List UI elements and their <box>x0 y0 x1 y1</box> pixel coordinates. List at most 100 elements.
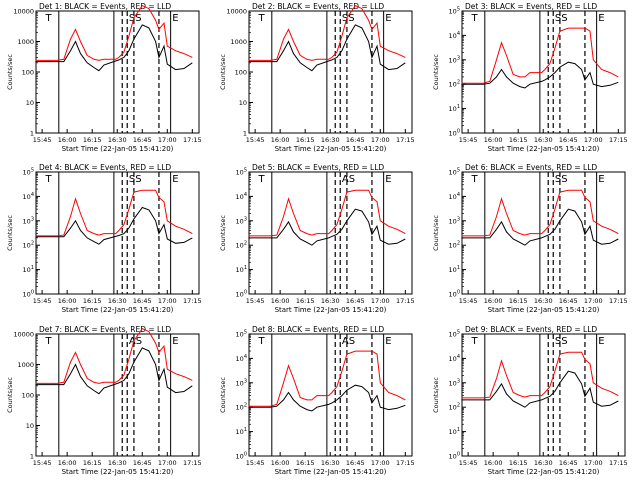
y-tick-exponent: 0 <box>457 129 460 135</box>
x-tick-label: 16:45 <box>346 459 365 467</box>
y-tick-exponent: 2 <box>244 403 247 409</box>
x-axis-label: Start Time (22-Jan-05 15:41:20) <box>488 145 600 153</box>
x-tick-label: 17:00 <box>584 297 603 305</box>
interval-annotation: E <box>598 13 604 24</box>
y-axis-label: Counts/sec <box>6 377 14 413</box>
y-tick-exponent: 5 <box>457 330 460 336</box>
interval-annotation: T <box>257 174 265 185</box>
x-tick-label: 16:45 <box>133 459 152 467</box>
x-tick-label: 15:45 <box>33 297 52 305</box>
y-axis-label: Counts/sec <box>6 215 14 251</box>
y-tick-label: 105 <box>449 330 460 339</box>
y-tick-label: 102 <box>23 241 34 250</box>
y-axis-label: Counts/sec <box>219 215 227 251</box>
x-axis-label: Start Time (22-Jan-05 15:41:20) <box>62 145 174 153</box>
x-tick-label: 16:15 <box>296 136 315 144</box>
y-tick-label: 1 <box>30 453 34 461</box>
events-series-line <box>461 61 619 89</box>
y-tick-label: 105 <box>236 330 247 339</box>
lld-series-line <box>35 189 193 237</box>
y-tick-label: 1000 <box>17 38 34 46</box>
y-tick-label: 10000 <box>13 331 34 339</box>
y-tick-label: 10 <box>239 99 247 107</box>
panel-title: Det 3: BLACK = Events, RED = LLD <box>465 2 597 11</box>
x-tick-label: 16:00 <box>271 459 290 467</box>
x-tick-label: 16:45 <box>346 136 365 144</box>
x-tick-label: 17:15 <box>609 297 628 305</box>
plot-frame <box>461 171 626 295</box>
y-tick-label: 103 <box>23 216 34 225</box>
x-tick-label: 16:15 <box>83 136 102 144</box>
x-tick-label: 16:00 <box>58 297 77 305</box>
y-tick-label: 100 <box>23 290 34 299</box>
x-tick-label: 17:00 <box>371 136 390 144</box>
interval-annotation: E <box>385 13 391 24</box>
y-tick-exponent: 4 <box>244 192 247 198</box>
panel-title: Det 8: BLACK = Events, RED = LLD <box>252 325 384 334</box>
x-tick-label: 15:45 <box>246 136 265 144</box>
x-tick-label: 17:15 <box>183 297 202 305</box>
events-series-line <box>35 24 193 72</box>
interval-annotation: SS <box>129 13 142 24</box>
interval-annotation: E <box>385 174 391 185</box>
interval-annotation: E <box>598 174 604 185</box>
y-tick-label: 1000 <box>17 361 34 369</box>
panel-title: Det 2: BLACK = Events, RED = LLD <box>252 2 384 11</box>
y-tick-label: 100 <box>236 290 247 299</box>
y-tick-exponent: 2 <box>31 241 34 247</box>
y-tick-label: 1 <box>243 130 247 138</box>
interval-annotation: AS <box>129 336 142 347</box>
y-tick-exponent: 4 <box>457 31 460 37</box>
x-tick-label: 16:45 <box>559 459 578 467</box>
plot-frame <box>248 171 413 295</box>
interval-annotation: T <box>470 336 478 347</box>
events-series-line <box>461 208 619 246</box>
y-tick-exponent: 3 <box>244 378 247 384</box>
x-tick-label: 15:45 <box>246 297 265 305</box>
y-tick-label: 104 <box>236 354 247 363</box>
panel-title: Det 9: BLACK = Events, RED = LLD <box>465 325 597 334</box>
interval-annotation: E <box>172 336 178 347</box>
x-axis-label: Start Time (22-Jan-05 15:41:20) <box>275 468 387 476</box>
x-tick-label: 17:00 <box>584 136 603 144</box>
y-tick-label: 1000 <box>230 38 247 46</box>
y-tick-exponent: 3 <box>244 216 247 222</box>
x-tick-label: 16:30 <box>108 136 127 144</box>
y-tick-label: 103 <box>236 378 247 387</box>
y-tick-label: 102 <box>449 241 460 250</box>
lld-series-line <box>248 4 406 61</box>
events-series-line <box>248 384 406 412</box>
x-tick-label: 17:15 <box>183 459 202 467</box>
x-tick-label: 16:15 <box>509 459 528 467</box>
events-series-line <box>461 370 619 408</box>
x-tick-label: 15:45 <box>33 136 52 144</box>
y-tick-label: 105 <box>449 168 460 177</box>
interval-annotation: T <box>44 13 52 24</box>
x-tick-label: 16:00 <box>484 297 503 305</box>
plot-frame <box>248 333 413 457</box>
x-tick-label: 16:15 <box>296 297 315 305</box>
y-tick-label: 100 <box>235 69 247 77</box>
y-tick-exponent: 3 <box>457 216 460 222</box>
y-tick-exponent: 1 <box>457 265 460 271</box>
x-tick-label: 16:30 <box>321 297 340 305</box>
y-tick-exponent: 1 <box>244 265 247 271</box>
y-tick-label: 100 <box>236 452 247 461</box>
x-tick-label: 16:30 <box>108 459 127 467</box>
y-tick-exponent: 0 <box>31 290 34 296</box>
x-tick-label: 16:15 <box>509 136 528 144</box>
x-tick-label: 17:00 <box>371 459 390 467</box>
x-tick-label: 16:00 <box>58 459 77 467</box>
y-tick-label: 105 <box>236 168 247 177</box>
y-tick-exponent: 0 <box>457 452 460 458</box>
lld-series-line <box>461 189 619 237</box>
y-tick-label: 100 <box>22 69 34 77</box>
x-tick-label: 16:15 <box>83 297 102 305</box>
y-tick-label: 105 <box>23 168 34 177</box>
chart-panel: Det 8: BLACK = Events, RED = LLD10010110… <box>219 325 415 476</box>
lld-series-line <box>248 189 406 237</box>
y-tick-label: 104 <box>449 192 460 201</box>
y-tick-label: 102 <box>236 241 247 250</box>
x-axis-label: Start Time (22-Jan-05 15:41:20) <box>275 145 387 153</box>
y-tick-exponent: 3 <box>457 55 460 61</box>
